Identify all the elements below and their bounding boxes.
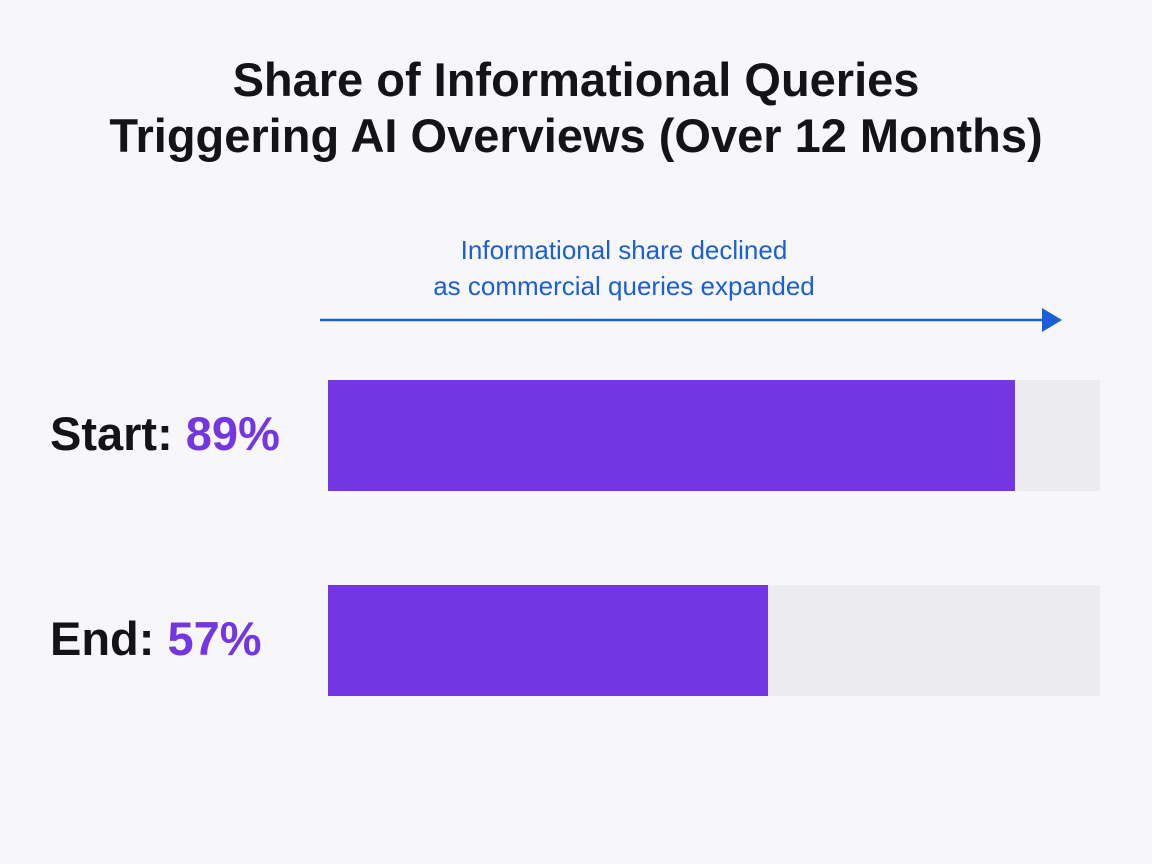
trend-annotation: Informational share declined as commerci… [324,232,924,304]
chart-title: Share of Informational Queries Triggerin… [0,52,1152,164]
bar-fill-end [328,585,769,696]
bar-track-start [328,380,1100,491]
bar-label-start: Start: 89% [50,406,280,462]
category-label-start: Start: [50,407,173,460]
bar-label-end: End: 57% [50,611,262,667]
annotation-line-2: as commercial queries expanded [433,271,815,301]
chart-title-line-1: Share of Informational Queries [232,53,920,106]
value-label-start: 89% [185,407,280,460]
bar-track-end [328,585,1100,696]
annotation-line-1: Informational share declined [460,235,788,265]
bar-fill-start [328,380,1016,491]
chart-title-line-2: Triggering AI Overviews (Over 12 Months) [109,109,1043,162]
value-label-end: 57% [167,612,262,665]
category-label-end: End: [50,612,155,665]
trend-arrow-head [1042,308,1062,332]
